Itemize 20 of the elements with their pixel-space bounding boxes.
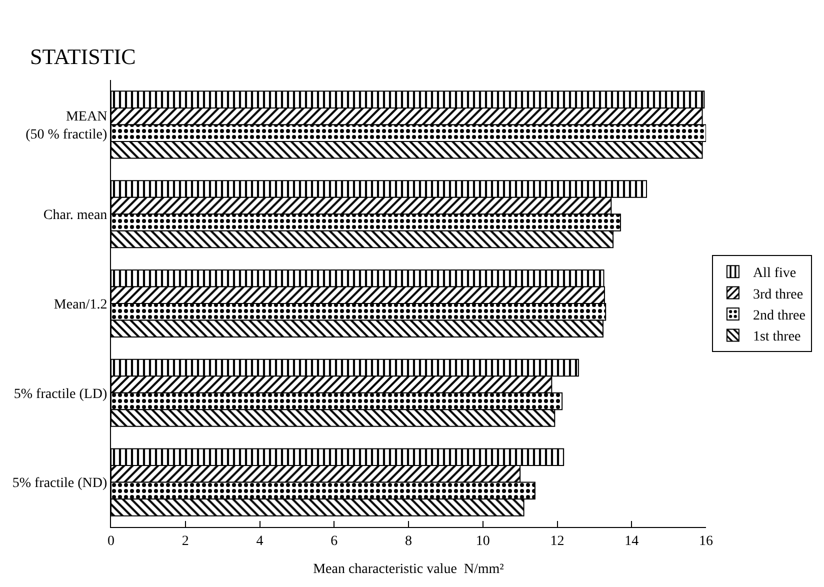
x-tick-label: 0 xyxy=(108,534,114,549)
x-tick-label: 8 xyxy=(405,534,412,549)
x-tick-label: 2 xyxy=(182,534,189,549)
y-tick-label: Mean/1.2 xyxy=(54,297,108,312)
x-tick-label: 10 xyxy=(476,534,490,549)
y-tick-label: 5% fractile (LD) xyxy=(14,386,108,402)
x-tick-label: 6 xyxy=(330,534,338,549)
text: All five xyxy=(752,266,796,282)
x-tick-label: 14 xyxy=(624,534,639,549)
x-axis-title: Mean characteristic value N/mm² xyxy=(313,562,504,578)
text: 1st three xyxy=(752,330,801,345)
x-tick-label: 12 xyxy=(550,534,564,549)
text: 3rd three xyxy=(752,287,804,302)
y-axis-title: STATISTIC xyxy=(30,44,136,69)
x-tick-label: 4 xyxy=(256,534,264,549)
y-tick-label: Char. mean xyxy=(43,208,108,223)
x-tick-label: 16 xyxy=(699,534,713,549)
y-tick-label: 5% fractile (ND) xyxy=(12,476,108,492)
text: 2nd three xyxy=(752,308,806,324)
y-tick-label: MEAN (50 % fractile) xyxy=(26,110,108,143)
